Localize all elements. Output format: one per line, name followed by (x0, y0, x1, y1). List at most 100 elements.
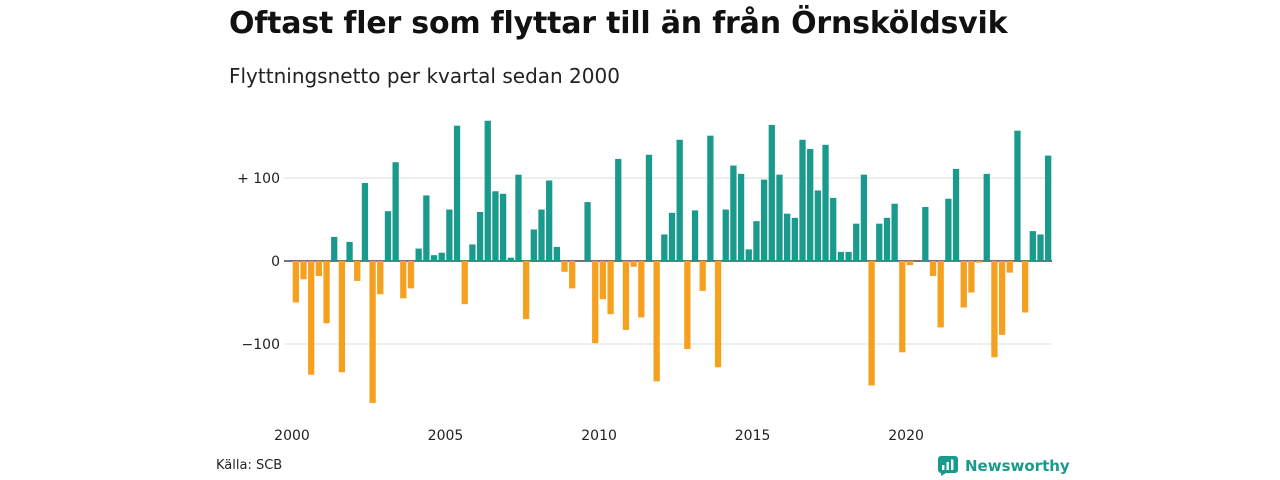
bar (599, 261, 607, 300)
bar (745, 249, 752, 261)
bar (446, 209, 453, 261)
bar (630, 261, 637, 267)
bar (515, 174, 522, 261)
bar (668, 212, 676, 261)
bar (830, 197, 837, 261)
bar (400, 261, 407, 299)
bar (369, 261, 376, 403)
bar (868, 261, 875, 386)
brand-name: Newsworthy (965, 457, 1070, 475)
bar (377, 261, 384, 295)
bar (991, 261, 998, 358)
bar (423, 195, 430, 261)
bar (906, 261, 914, 266)
bar (807, 148, 814, 261)
bar (799, 139, 806, 261)
bars (292, 120, 1052, 403)
bar (638, 261, 645, 318)
bar (952, 168, 960, 261)
bar (499, 193, 507, 261)
bar (822, 144, 829, 261)
bar (461, 261, 468, 305)
bar (615, 158, 622, 261)
bar (392, 162, 399, 261)
bar (569, 261, 576, 289)
bar (653, 261, 660, 382)
bar (592, 261, 599, 344)
bar (876, 223, 883, 261)
bar (407, 261, 415, 289)
bar (538, 209, 545, 261)
bar (384, 211, 392, 261)
bar (760, 179, 768, 261)
x-tick-label: 2015 (735, 428, 771, 444)
bar (292, 261, 299, 303)
bar (1045, 155, 1052, 261)
bar (453, 125, 461, 262)
bar (891, 203, 898, 261)
bar (753, 221, 760, 261)
bar (492, 191, 499, 261)
bar (323, 261, 330, 324)
brand-logo[interactable]: Newsworthy (938, 456, 1070, 476)
grid-lines (284, 177, 1052, 345)
bar (845, 251, 852, 261)
bar (1037, 234, 1044, 261)
chart-subtitle: Flyttningsnetto per kvartal sedan 2000 (229, 64, 620, 88)
chart-title: Oftast fler som flyttar till än från Örn… (229, 6, 1008, 41)
bar (929, 261, 937, 276)
bar (430, 255, 438, 261)
bar (853, 223, 860, 261)
bar (346, 241, 353, 261)
bar (354, 261, 361, 281)
bar (315, 261, 323, 276)
bar (622, 261, 630, 330)
bar (714, 261, 722, 368)
bar (484, 120, 491, 261)
bar (561, 261, 568, 272)
bar (338, 261, 346, 373)
bar (300, 261, 307, 280)
bar (975, 261, 983, 263)
bar (507, 257, 514, 261)
bar (438, 252, 445, 261)
newsworthy-logo-icon (938, 456, 958, 476)
bar (415, 248, 422, 261)
source-label: Källa: SCB (216, 458, 283, 473)
bar (661, 234, 668, 261)
bar (983, 173, 990, 261)
bar (768, 124, 775, 261)
bar (883, 217, 891, 261)
bar (691, 210, 699, 261)
bar (945, 198, 952, 261)
x-tick-label: 2005 (428, 428, 464, 444)
bar (922, 207, 929, 261)
y-tick-label: −100 (242, 337, 280, 353)
y-tick-label: + 100 (237, 171, 280, 187)
y-axis-ticks: + 100 0 −100 (237, 171, 280, 353)
x-tick-label: 2020 (888, 428, 924, 444)
bar (784, 213, 791, 261)
bar (469, 244, 476, 261)
bar (791, 217, 798, 261)
bar (837, 251, 845, 261)
bar (476, 212, 484, 261)
bar (960, 261, 967, 308)
bar (546, 180, 553, 261)
bar (722, 209, 729, 261)
bar (1021, 261, 1029, 313)
bar (937, 261, 944, 328)
bar (899, 261, 906, 353)
bar (737, 173, 745, 261)
y-tick-label: 0 (271, 254, 280, 270)
bar (523, 261, 530, 320)
bar (331, 236, 338, 261)
bar (607, 261, 614, 315)
bar (1006, 261, 1013, 273)
bar (645, 154, 653, 261)
bar (553, 246, 560, 261)
bar (814, 190, 821, 261)
bar (1029, 231, 1036, 261)
bar (361, 182, 369, 261)
